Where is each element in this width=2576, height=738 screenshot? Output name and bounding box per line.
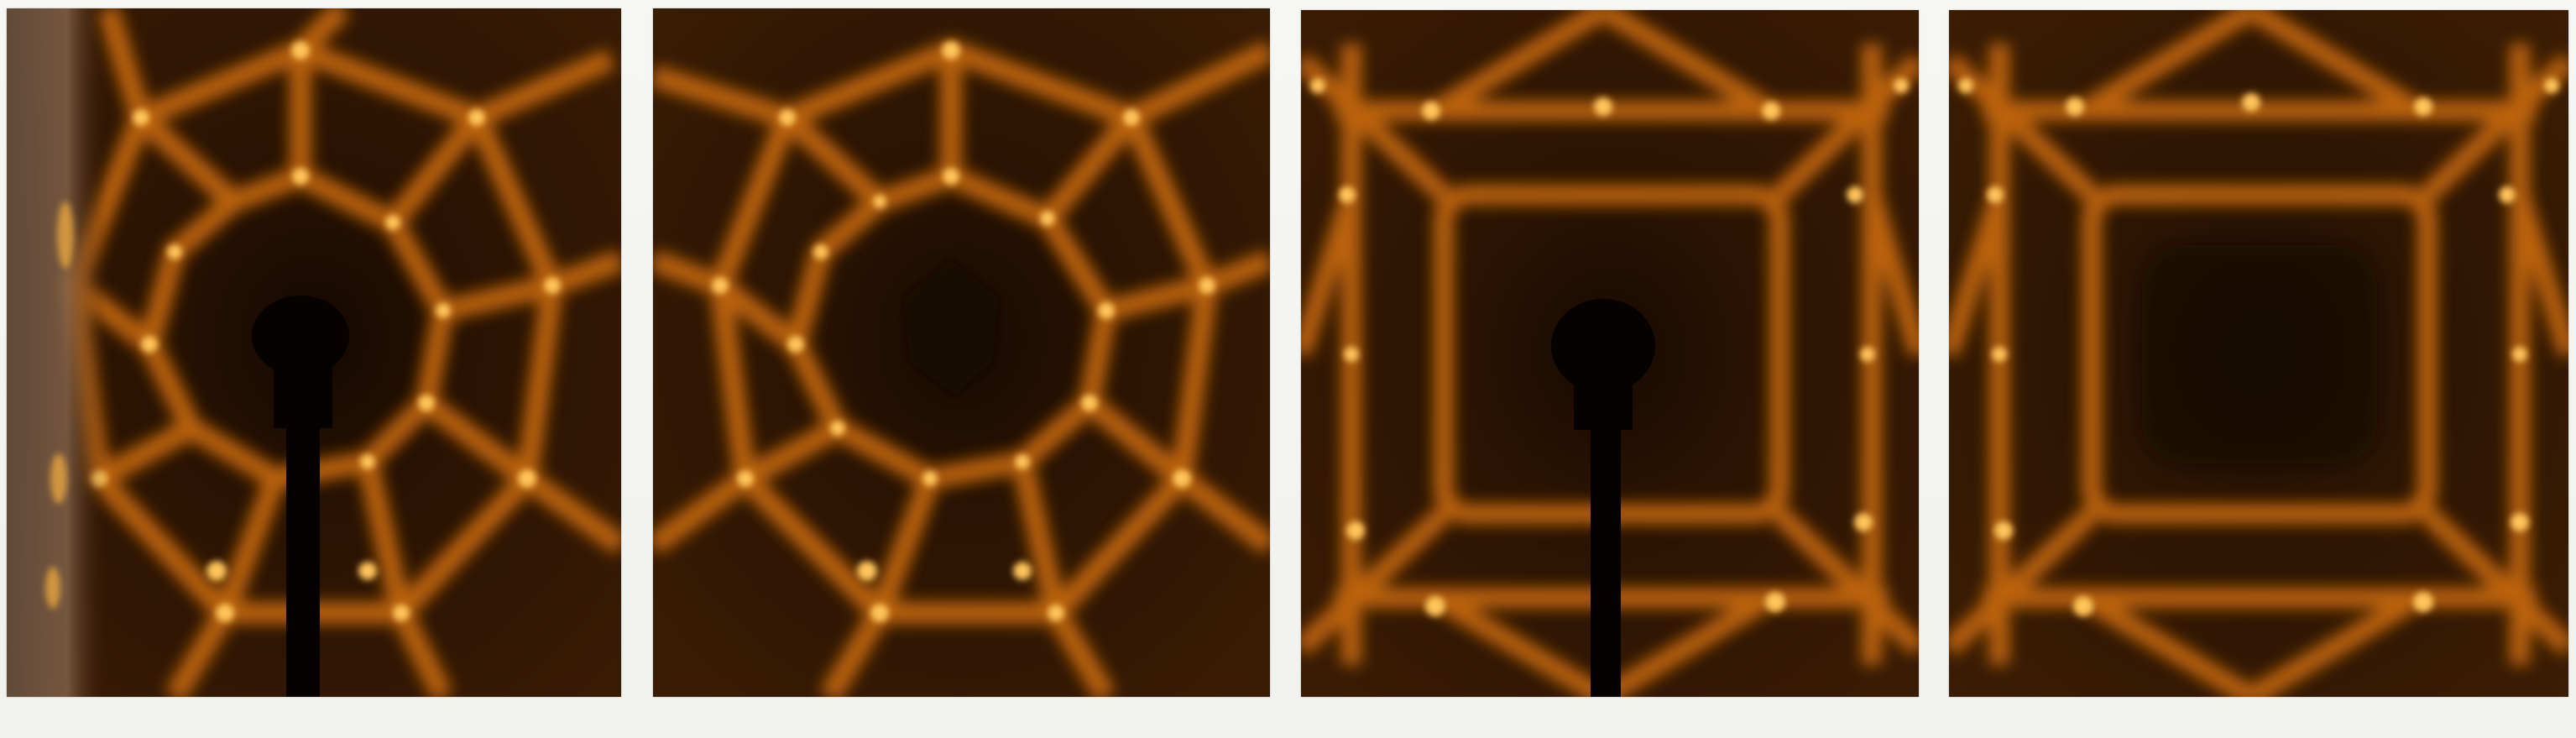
diffraction-panel-square	[1949, 10, 2568, 697]
diffraction-panel-square-with-beamstop	[1301, 10, 1919, 697]
beam-stop-3	[1551, 299, 1655, 697]
diffraction-image-1	[7, 8, 621, 697]
diffraction-image-3	[1301, 10, 1919, 697]
diffraction-image-2	[653, 8, 1270, 697]
diffraction-panel-hexagonal-with-beamstop	[7, 8, 621, 697]
diffraction-panel-hexagonal	[653, 8, 1270, 697]
diffraction-image-4	[1949, 10, 2568, 697]
beam-stop-1	[252, 296, 349, 697]
